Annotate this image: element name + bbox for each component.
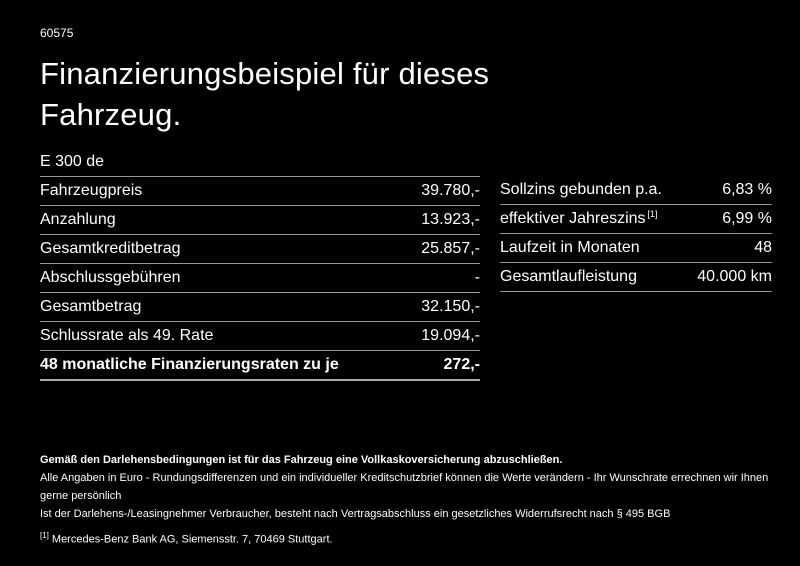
row-term-months: Laufzeit in Monaten 48 — [500, 234, 772, 263]
row-value: 40.000 km — [697, 268, 772, 285]
conditions-table: Sollzins gebunden p.a. 6,83 % effektiver… — [500, 176, 772, 292]
row-value: 6,99 % — [722, 210, 772, 227]
bank-footnote: [1] Mercedes-Benz Bank AG, Siemensstr. 7,… — [40, 529, 772, 547]
row-value: 39.780,- — [421, 182, 480, 199]
row-label: 48 monatliche Finanzierungsraten zu je — [40, 356, 339, 373]
row-label: Laufzeit in Monaten — [500, 239, 640, 256]
row-label: Anzahlung — [40, 211, 116, 228]
row-value: 19.094,- — [421, 327, 480, 344]
footnote-ref: [1] — [647, 208, 658, 219]
page-title-line1: Finanzierungsbeispiel für dieses — [40, 56, 490, 91]
row-label: Schlussrate als 49. Rate — [40, 327, 214, 344]
row-total-mileage: Gesamtlaufleistung 40.000 km — [500, 263, 772, 292]
row-value: 272,- — [443, 356, 480, 373]
row-value: - — [474, 269, 480, 286]
row-label: effektiver Jahreszins [1] — [500, 209, 658, 229]
row-label: Fahrzeugpreis — [40, 182, 143, 199]
legal-footer: Gemäß den Darlehensbedingungen ist für d… — [40, 451, 772, 547]
row-label: Gesamtkreditbetrag — [40, 240, 181, 257]
withdrawal-note: Ist der Darlehens-/Leasingnehmer Verbrau… — [40, 508, 671, 520]
row-value: 32.150,- — [421, 298, 480, 315]
row-label: Gesamtbetrag — [40, 298, 142, 315]
disclaimer-note: Alle Angaben in Euro - Rundungsdifferenz… — [40, 472, 769, 502]
footnote-marker: [1] — [40, 531, 49, 540]
row-nominal-interest: Sollzins gebunden p.a. 6,83 % — [500, 176, 772, 205]
model-header-row: E 300 de — [40, 148, 480, 177]
row-closing-fees: Abschlussgebühren - — [40, 264, 480, 293]
financing-table: E 300 de Fahrzeugpreis 39.780,- Anzahlun… — [40, 148, 480, 381]
row-value: 25.857,- — [421, 240, 480, 257]
row-label: Abschlussgebühren — [40, 269, 181, 286]
row-label: Gesamtlaufleistung — [500, 268, 637, 285]
row-down-payment: Anzahlung 13.923,- — [40, 206, 480, 235]
row-label: Sollzins gebunden p.a. — [500, 181, 662, 198]
footnote-text: Mercedes-Benz Bank AG, Siemensstr. 7, 70… — [51, 533, 333, 546]
row-value: 6,83 % — [722, 181, 772, 198]
page-title-line2: Fahrzeug. — [40, 97, 182, 132]
page-title: Finanzierungsbeispiel für dieses Fahrzeug… — [40, 53, 772, 135]
offer-id: 60575 — [40, 26, 74, 40]
row-total-amount: Gesamtbetrag 32.150,- — [40, 293, 480, 322]
insurance-note: Gemäß den Darlehensbedingungen ist für d… — [40, 454, 563, 466]
row-total-credit-amount: Gesamtkreditbetrag 25.857,- — [40, 235, 480, 264]
model-name: E 300 de — [40, 153, 105, 170]
row-label-text: effektiver Jahreszins — [500, 210, 646, 227]
row-monthly-rate: 48 monatliche Finanzierungsraten zu je 2… — [40, 351, 480, 381]
row-value: 48 — [754, 239, 772, 256]
row-effective-interest: effektiver Jahreszins [1] 6,99 % — [500, 205, 772, 234]
row-vehicle-price: Fahrzeugpreis 39.780,- — [40, 177, 480, 206]
row-value: 13.923,- — [421, 211, 480, 228]
financing-tables: E 300 de Fahrzeugpreis 39.780,- Anzahlun… — [40, 148, 772, 381]
row-final-installment: Schlussrate als 49. Rate 19.094,- — [40, 322, 480, 351]
